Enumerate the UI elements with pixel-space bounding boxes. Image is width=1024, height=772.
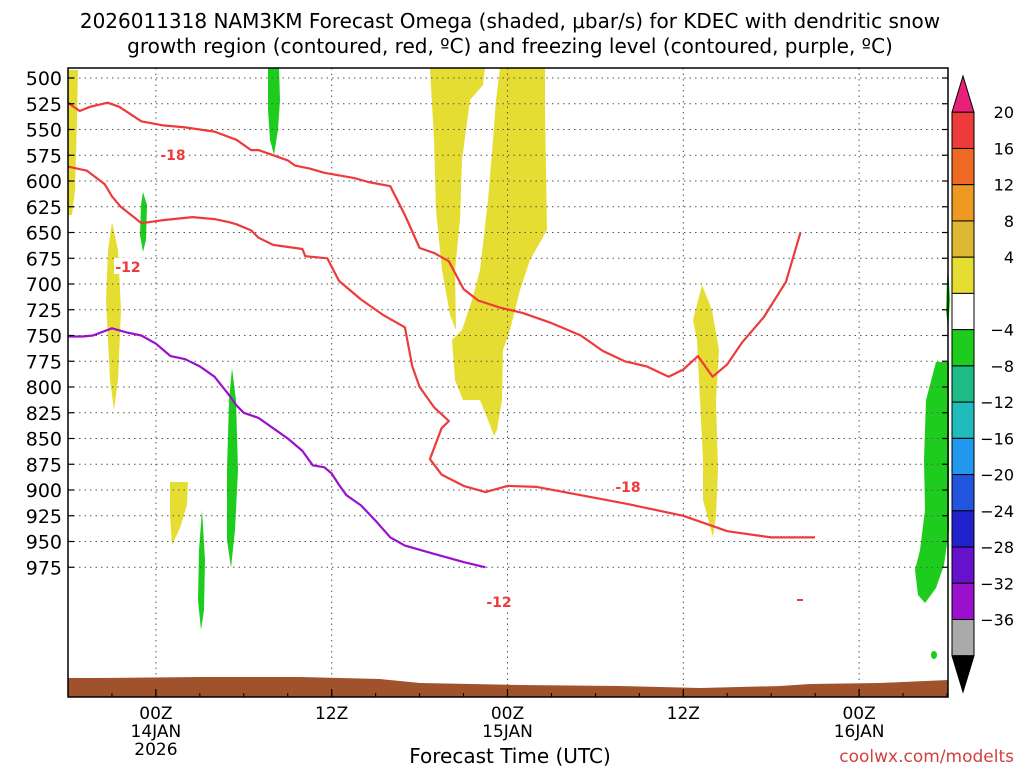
- contour-label: -18: [615, 480, 640, 496]
- omega-green-region: [268, 68, 280, 155]
- contour-label-bg: [159, 146, 187, 162]
- omega-yellow-region: [170, 482, 188, 545]
- omega-green-region: [227, 368, 238, 568]
- omega-green-region: [931, 651, 937, 659]
- omega-yellow-region: [68, 70, 78, 215]
- colorbar-segment: [951, 474, 975, 512]
- y-tick-label: 775: [26, 351, 62, 373]
- colorbar-segment: [951, 111, 975, 149]
- colorbar-label: −28: [980, 538, 1014, 557]
- y-tick-label: 725: [26, 300, 62, 322]
- omega-yellow-region: [452, 68, 547, 436]
- colorbar-segment: [951, 437, 975, 476]
- colorbar-label: 16: [994, 139, 1014, 158]
- colorbar-label: −20: [980, 466, 1014, 485]
- omega-green-region: [198, 510, 205, 630]
- colorbar-segment: [951, 401, 975, 439]
- minus18-contour: [67, 101, 802, 378]
- y-tick-label: 675: [26, 248, 62, 270]
- y-tick-label: 650: [26, 223, 62, 245]
- colorbar-label: 20: [994, 103, 1014, 122]
- contour-label: -18: [160, 148, 185, 164]
- freezing-level: [68, 327, 486, 569]
- y-tick-label: 575: [26, 145, 62, 167]
- y-tick-label: 625: [26, 197, 62, 219]
- contours: [67, 101, 816, 569]
- colorbar-segment: [951, 582, 975, 621]
- colorbar-segment: [951, 256, 975, 294]
- colorbar-segment: [951, 619, 975, 657]
- colorbar-label: −12: [980, 393, 1014, 412]
- colorbar: 20 16 12 8 4 −4 −8 −12 −16 −20 −24 −28 −32 −36: [951, 74, 1014, 694]
- credit-text: coolwx.com/modelts: [839, 747, 1014, 767]
- colorbar-label: −24: [980, 502, 1014, 521]
- grid: [68, 68, 948, 697]
- x-tick-date: 15JAN: [482, 722, 533, 742]
- colorbar-label: −32: [980, 574, 1014, 593]
- x-tick-label: 00Z: [491, 704, 524, 724]
- colorbar-segment: [951, 365, 975, 403]
- x-tick-label: 12Z: [667, 704, 700, 724]
- omega-green-region: [915, 362, 949, 603]
- colorbar-label: −8: [990, 357, 1014, 376]
- colorbar-cap-bottom: [951, 655, 975, 694]
- colorbar-label: 4: [1004, 248, 1014, 267]
- x-tick-date: 16JAN: [834, 722, 885, 742]
- terrain-fill: [68, 677, 948, 697]
- colorbar-segment: [951, 329, 975, 367]
- contour-label-bg: [614, 478, 642, 494]
- y-tick-label: 600: [26, 171, 62, 193]
- y-tick-label: 800: [26, 377, 62, 399]
- x-tick-label: 12Z: [315, 704, 348, 724]
- y-tick-label: 950: [26, 532, 62, 554]
- omega-yellow-region: [693, 285, 719, 537]
- chart-title-line1: 2026011318 NAM3KM Forecast Omega (shaded…: [80, 9, 940, 33]
- y-tick-label: 900: [26, 480, 62, 502]
- y-tick-label: 500: [26, 68, 62, 90]
- chart-title-line2: growth region (contoured, red, ºC) and f…: [127, 34, 893, 58]
- colorbar-segment: [951, 510, 975, 548]
- colorbar-label: −36: [980, 611, 1014, 630]
- y-axis: 500 525 550 575 600 625 650 675 700 725 750 775 800 8…: [26, 68, 948, 579]
- y-tick-label: 925: [26, 506, 62, 528]
- x-tick-date: 14JAN: [131, 722, 182, 742]
- y-tick-label: 850: [26, 429, 62, 451]
- y-tick-label: 550: [26, 120, 62, 142]
- contour-label-group: -18 -12 -18 -12: [114, 146, 803, 611]
- x-tick-year: 2026: [134, 740, 177, 760]
- colorbar-segment: [951, 292, 975, 331]
- colorbar-label: 8: [1004, 212, 1014, 231]
- colorbar-segment: [951, 147, 975, 186]
- y-tick-label: 975: [26, 557, 62, 579]
- omega-yellow-region: [430, 68, 485, 330]
- y-tick-label: 875: [26, 454, 62, 476]
- contour-label-bg: [114, 258, 142, 274]
- y-tick-label: 825: [26, 403, 62, 425]
- x-tick-label: 00Z: [139, 704, 172, 724]
- x-tick-label: 00Z: [842, 704, 875, 724]
- y-tick-label: 700: [26, 274, 62, 296]
- contour-label-bg: [485, 593, 513, 609]
- contour-label: -12: [115, 260, 140, 276]
- y-tick-label: 525: [26, 94, 62, 116]
- x-axis-title: Forecast Time (UTC): [409, 744, 611, 768]
- colorbar-segment: [951, 546, 975, 584]
- colorbar-segment: [951, 220, 975, 258]
- minus12-contour: [67, 165, 816, 539]
- colorbar-label: −4: [990, 321, 1014, 340]
- colorbar-label: −16: [980, 429, 1014, 448]
- colorbar-label: 12: [994, 176, 1014, 195]
- contour-label: -12: [486, 595, 511, 611]
- y-tick-label: 750: [26, 326, 62, 348]
- colorbar-segment: [951, 184, 975, 222]
- colorbar-cap-top: [951, 74, 975, 113]
